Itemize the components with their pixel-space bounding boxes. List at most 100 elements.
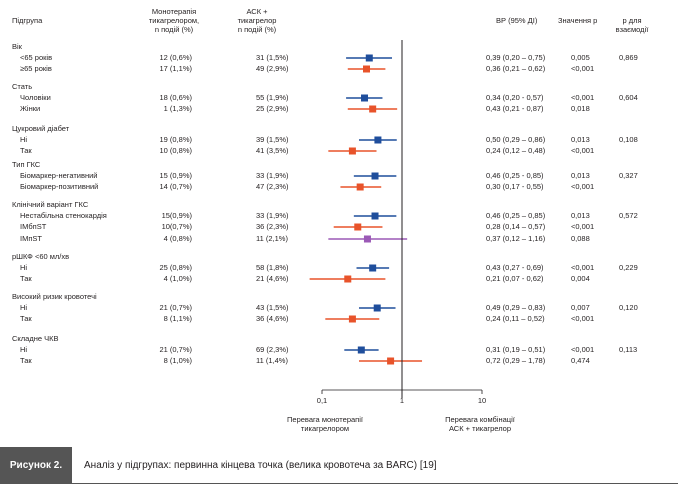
row-label: Так [20,274,32,283]
hr-point [374,136,382,144]
hr-point [387,357,395,365]
row-label: Так [20,146,32,155]
row-label: Нестабільна стенокардія [20,211,107,220]
favours-combination-label: Перевага комбінації АСК + тикагрелор [445,415,515,433]
combo-events: 21 (4,6%) [256,274,289,283]
combo-events: 11 (2,1%) [256,234,288,243]
hr-point [348,315,356,323]
mono-events: 18 (0,6%) [159,93,192,102]
header-hr: ВР (95% ДІ) [496,16,538,25]
p-value: <0,001 [571,263,595,272]
p-interaction: 0,327 [619,171,638,180]
group-title: Вік [12,42,22,51]
hr-point [365,54,373,62]
row-label: Біомаркер-негативний [20,171,98,180]
mono-events: 21 (0,7%) [159,345,192,354]
mono-events: 1 (1,3%) [163,104,192,113]
hr-point [369,264,377,272]
hr-ci: 0,50 (0,29 – 0,86) [486,135,546,144]
header-monotherapy: Монотерапія тикагрелором, n подій (%) [148,7,200,34]
combo-events: 33 (1,9%) [256,171,289,180]
hr-ci: 0,43 (0,21 - 0,87) [486,104,544,113]
mono-events: 21 (0,7%) [159,303,192,312]
hr-ci: 0,31 (0,19 – 0,51) [486,345,546,354]
p-value: 0,013 [571,135,590,144]
p-value: 0,007 [571,303,590,312]
x-tick-label: 0,1 [317,396,327,405]
hr-point [369,105,377,113]
mono-events: 17 (1,1%) [159,64,192,73]
mono-events: 15 (0,9%) [159,171,192,180]
header-p-interaction: p для взаємодії [615,16,649,34]
combo-events: 69 (2,3%) [256,345,289,354]
mono-events: 10(0,7%) [161,222,192,231]
combo-events: 11 (1,4%) [256,356,288,365]
figure-caption: Рисунок 2. Аналіз у підгрупах: первинна … [0,447,678,484]
row-label: Біомаркер-позитивний [20,182,99,191]
combo-events: 58 (1,8%) [256,263,289,272]
combo-events: 43 (1,5%) [256,303,289,312]
figure-caption-text: Аналіз у підгрупах: первинна кінцева точ… [84,460,437,471]
hr-ci: 0,49 (0,29 – 0,83) [486,303,546,312]
p-value: 0,088 [571,234,590,243]
hr-ci: 0,24 (0,11 – 0,52) [486,314,545,323]
group-title: Стать [12,82,33,91]
row-label: Ні [20,263,28,272]
row-label: ≥65 років [20,64,52,73]
header-combination: АСК + тикагрелор n подій (%) [237,7,277,34]
p-value: 0,013 [571,171,590,180]
hr-ci: 0,39 (0,20 – 0,75) [486,53,546,62]
combo-events: 31 (1,5%) [256,53,289,62]
hr-ci: 0,37 (0,12 – 1,16) [486,234,546,243]
p-interaction: 0,113 [619,345,638,354]
mono-events: 4 (1,0%) [163,274,192,283]
p-value: 0,005 [571,53,590,62]
group-title: рШКФ <60 мл/хв [12,252,70,261]
row-label: Ні [20,303,28,312]
p-interaction: 0,572 [619,211,638,220]
hr-ci: 0,24 (0,12 – 0,48) [486,146,546,155]
hr-ci: 0,28 (0,14 – 0,57) [486,222,546,231]
row-label: Жінки [20,104,41,113]
combo-events: 49 (2,9%) [256,64,289,73]
hr-point [363,65,371,73]
group-title: Клінічний варіант ГКС [12,200,89,209]
combo-events: 33 (1,9%) [256,211,289,220]
hr-ci: 0,46 (0,25 - 0,85) [486,171,544,180]
row-label: Так [20,356,32,365]
header-subgroup: Підгрупа [12,16,43,25]
combo-events: 36 (2,3%) [256,222,289,231]
favours-monotherapy-label: Перевага монотерапії тикагрелором [287,415,363,433]
combo-events: 41 (3,5%) [256,146,289,155]
combo-events: 47 (2,3%) [256,182,289,191]
row-label: Ні [20,345,28,354]
hr-point [373,304,381,312]
p-interaction: 0,229 [619,263,638,272]
p-interaction: 0,604 [619,93,638,102]
combo-events: 25 (2,9%) [256,104,289,113]
p-value: <0,001 [571,93,595,102]
p-value: 0,018 [571,104,590,113]
hr-point [348,147,356,155]
hr-point [371,212,379,220]
hr-ci: 0,43 (0,27 - 0,69) [486,263,544,272]
p-value: <0,001 [571,345,595,354]
mono-events: 14 (0,7%) [159,182,192,191]
hr-point [356,183,364,191]
combo-events: 55 (1,9%) [256,93,289,102]
row-label: Чоловіки [20,93,51,102]
combo-events: 39 (1,5%) [256,135,289,144]
mono-events: 8 (1,1%) [163,314,192,323]
group-title: Високий ризик кровотечі [12,292,97,301]
hr-point [361,94,369,102]
forest-plot: 0,1 1 10 [309,40,486,405]
p-value: 0,013 [571,211,590,220]
mono-events: 15(0,9%) [161,211,192,220]
p-value: <0,001 [571,222,595,231]
p-value: <0,001 [571,64,595,73]
p-value: <0,001 [571,182,595,191]
p-value: 0,004 [571,274,590,283]
row-label: ІМбпST [20,222,47,231]
hr-ci: 0,21 (0,07 - 0,62) [486,274,544,283]
mono-events: 8 (1,0%) [163,356,192,365]
